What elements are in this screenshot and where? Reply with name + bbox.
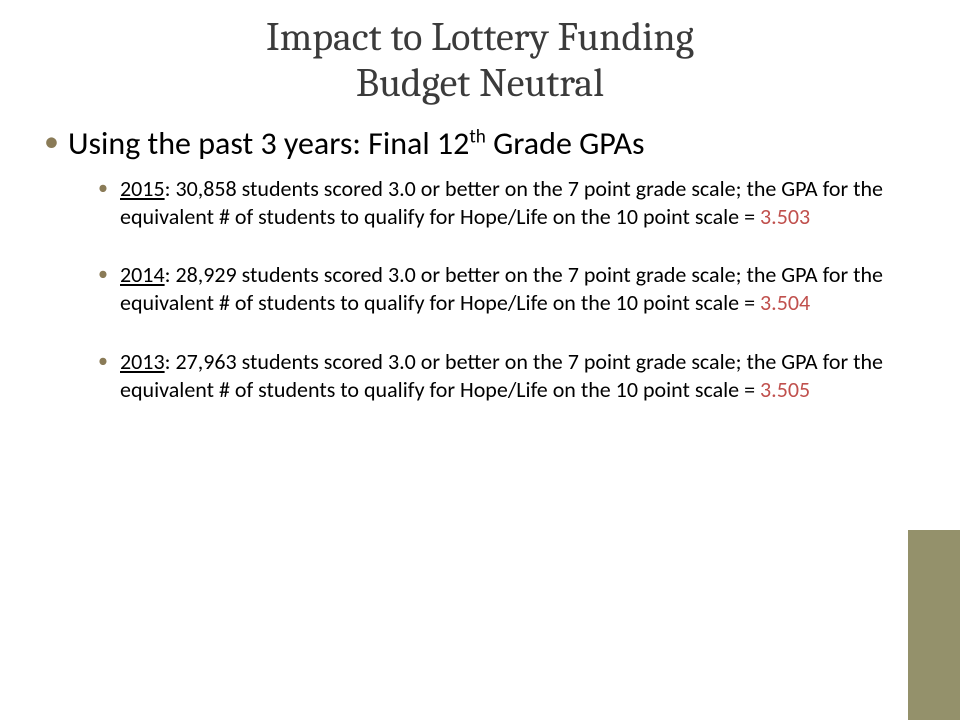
year-label: 2015 [120, 175, 165, 202]
year-item-2013: 2013: 27,963 students scored 3.0 or bett… [98, 348, 920, 404]
year-value: 3.504 [760, 289, 810, 316]
main-bullet: Using the past 3 years: Final 12th Grade… [40, 124, 920, 404]
year-item-2015: 2015: 30,858 students scored 3.0 or bett… [98, 175, 920, 231]
year-label: 2014 [120, 261, 165, 288]
year-value: 3.503 [760, 203, 810, 230]
year-item-2014: 2014: 28,929 students scored 3.0 or bett… [98, 261, 920, 317]
main-bullet-suffix: Grade GPAs [486, 124, 645, 163]
slide-title: Impact to Lottery Funding Budget Neutral [40, 14, 920, 106]
title-line-1: Impact to Lottery Funding [40, 14, 920, 60]
year-value: 3.505 [760, 376, 810, 403]
slide-container: Impact to Lottery Funding Budget Neutral… [0, 0, 960, 720]
side-accent-bar [908, 530, 960, 720]
main-bullet-prefix: Using the past 3 years: Final 12 [68, 124, 469, 163]
sub-bullet-list: 2015: 30,858 students scored 3.0 or bett… [68, 175, 920, 404]
year-label: 2013 [120, 348, 165, 375]
main-bullet-ordinal: th [469, 125, 486, 148]
bullet-list: Using the past 3 years: Final 12th Grade… [40, 124, 920, 404]
title-line-2: Budget Neutral [40, 60, 920, 106]
